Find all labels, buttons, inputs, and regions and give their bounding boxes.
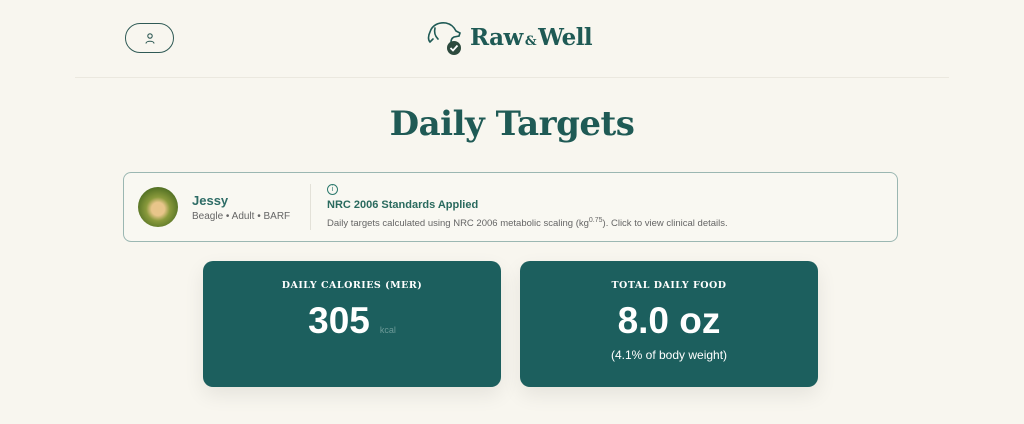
standards-title: NRC 2006 Standards Applied <box>327 199 479 212</box>
standards-info: i NRC 2006 Standards Applied Daily targe… <box>327 184 728 230</box>
pet-info: Jessy Beagle • Adult • BARF <box>192 184 311 230</box>
header-divider <box>75 77 949 78</box>
page-title: Daily Targets <box>389 104 635 144</box>
pet-standards-banner[interactable]: Jessy Beagle • Adult • BARF i NRC 2006 S… <box>123 172 898 242</box>
user-icon <box>144 32 155 44</box>
info-icon: i <box>327 184 338 196</box>
logo[interactable]: Raw &Well <box>426 18 593 56</box>
pet-meta: Beagle • Adult • BARF <box>192 210 291 222</box>
pet-avatar <box>138 187 178 227</box>
food-value: 8.0 oz <box>617 300 721 341</box>
dog-check-icon <box>427 22 461 55</box>
food-body-weight-pct: (4.1% of body weight) <box>610 348 728 362</box>
calories-unit: kcal <box>379 325 396 335</box>
logo-text: Raw &Well <box>470 23 593 51</box>
calories-value: 305 kcal <box>308 300 396 341</box>
pet-name: Jessy <box>192 192 229 208</box>
account-button[interactable] <box>125 23 174 53</box>
daily-calories-card: DAILY CALORIES (MER) 305 kcal <box>203 261 501 387</box>
card-label: TOTAL DAILY FOOD <box>611 280 727 291</box>
card-label: DAILY CALORIES (MER) <box>281 280 423 291</box>
total-daily-food-card: TOTAL DAILY FOOD 8.0 oz (4.1% of body we… <box>520 261 818 387</box>
standards-description: Daily targets calculated using NRC 2006 … <box>327 217 728 230</box>
